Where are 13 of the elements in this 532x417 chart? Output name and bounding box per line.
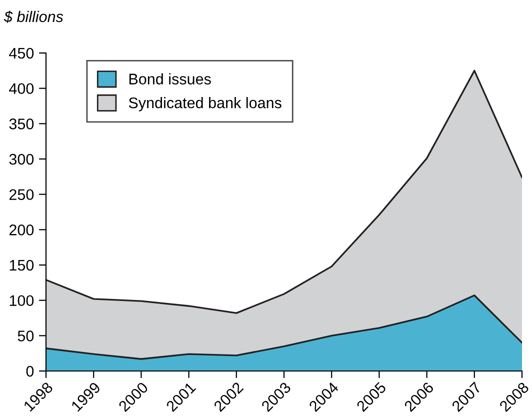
y-tick-label: 0: [26, 366, 34, 377]
y-tick-label: 450: [9, 48, 34, 59]
y-tick-label: 400: [9, 83, 34, 94]
legend-label: Bond issues: [129, 73, 211, 84]
y-tick-label: 350: [9, 118, 34, 130]
y-tick-label: 150: [10, 260, 34, 271]
y-tick-label: 250: [9, 189, 34, 200]
y-axis-title: $ billions: [4, 10, 64, 23]
y-tick-label: 300: [9, 154, 34, 165]
y-tick-label: 200: [9, 224, 34, 236]
legend-label: Syndicated bank loans: [128, 97, 282, 112]
y-tick-label: 100: [10, 295, 34, 306]
y-tick-label: 50: [18, 330, 34, 342]
